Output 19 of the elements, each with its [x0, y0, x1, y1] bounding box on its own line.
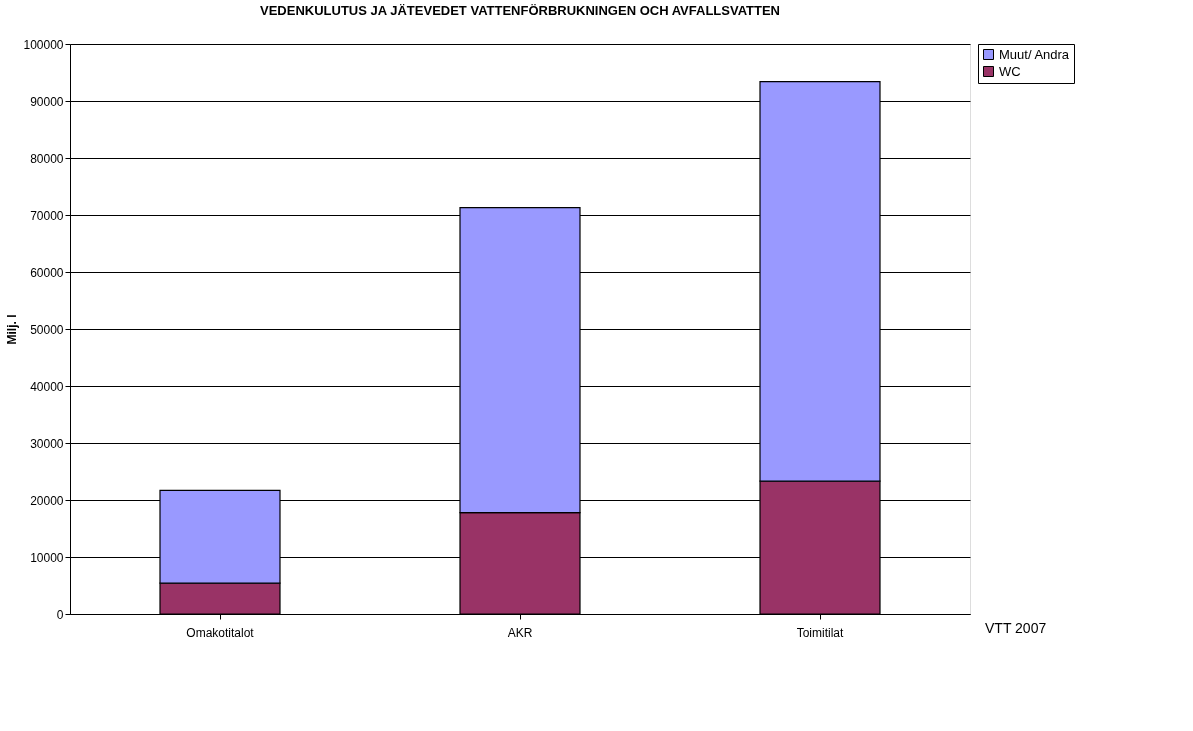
y-tick-label: 40000 [30, 379, 64, 394]
y-tick-label: 30000 [30, 436, 64, 451]
y-tick-label: 10000 [30, 550, 64, 565]
y-tick-label: 60000 [30, 265, 64, 280]
y-axis-title: Milj. l [5, 314, 20, 345]
chart-title: VEDENKULUTUS JA JÄTEVEDET VATTENFÖRBRUKNINGEN OCH AVFALLSVATTEN [259, 3, 781, 18]
y-tick-label: 70000 [30, 208, 64, 223]
y-tick-label: 0 [56, 607, 64, 622]
y-tick-label: 100000 [23, 37, 64, 52]
y-tick-label: 20000 [30, 493, 64, 508]
x-tick-label: Omakotitalot [186, 625, 255, 640]
y-tick-label: 90000 [30, 94, 64, 109]
x-tick-label: Toimitilat [796, 625, 844, 640]
y-tick-label: 50000 [30, 322, 64, 337]
legend-label: Muut/ Andra [999, 46, 1070, 62]
legend-label: WC [999, 63, 1021, 79]
x-tick-label: AKR [507, 625, 533, 640]
text: VTT 2007 [985, 620, 1047, 636]
y-tick-label: 80000 [30, 151, 64, 166]
